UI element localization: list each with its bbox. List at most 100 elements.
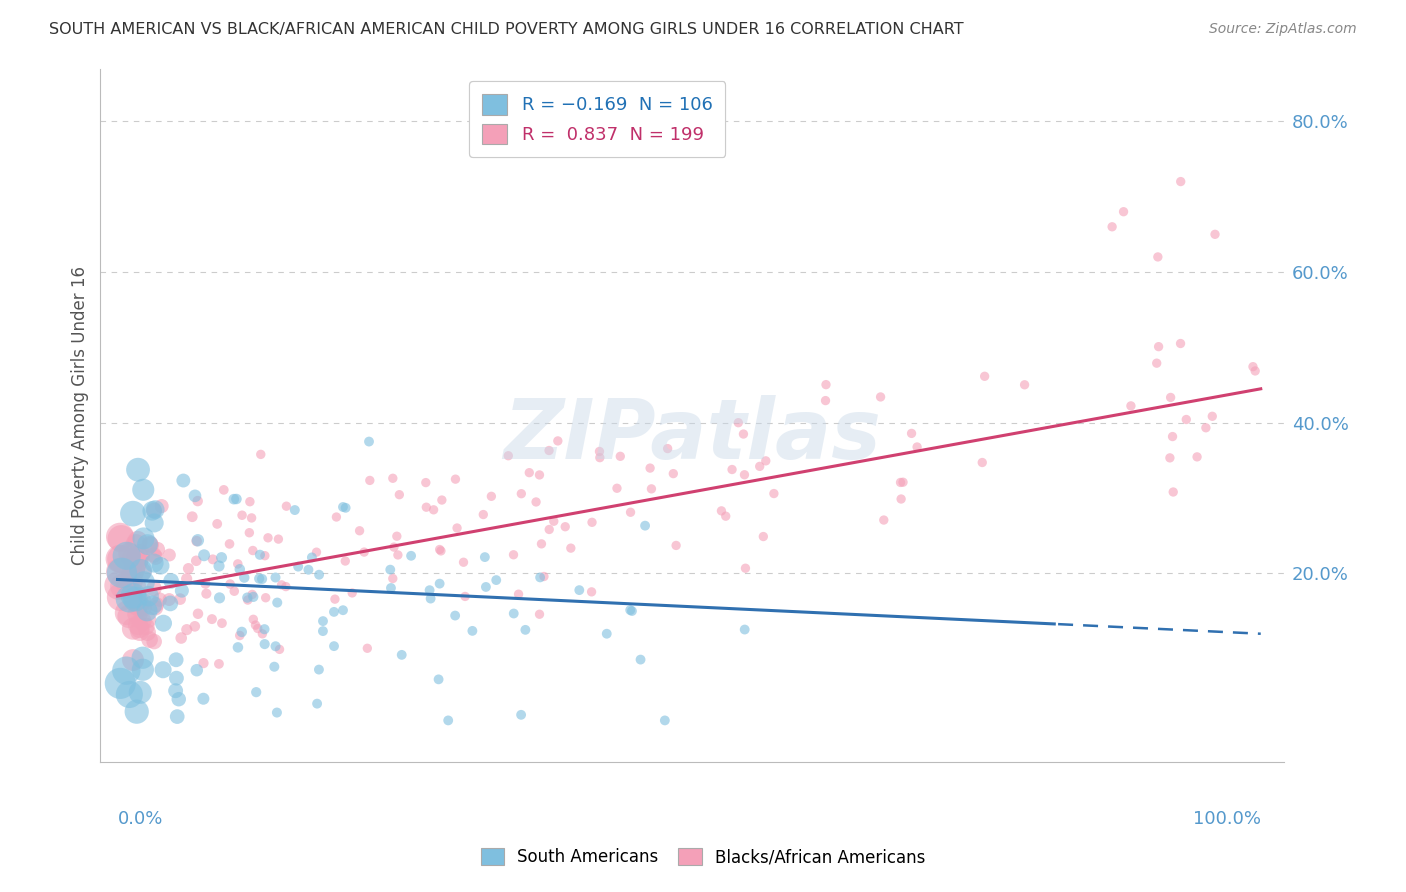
Point [127,599,149,613]
Point [308,567,330,582]
Text: SOUTH AMERICAN VS BLACK/AFRICAN AMERICAN CHILD POVERTY AMONG GIRLS UNDER 16 CORR: SOUTH AMERICAN VS BLACK/AFRICAN AMERICAN… [49,22,965,37]
Point [122,507,145,521]
Point [107,578,129,592]
Y-axis label: Child Poverty Among Girls Under 16: Child Poverty Among Girls Under 16 [72,266,89,565]
Point [266,596,288,610]
Point [176,623,198,637]
Point [139,537,162,551]
Point [149,558,172,573]
Point [1170,336,1192,351]
Point [166,709,188,723]
Point [125,705,148,719]
Point [212,483,235,497]
Point [308,663,330,677]
Point [1159,450,1181,465]
Point [124,579,146,593]
Point [226,640,249,655]
Point [129,547,152,561]
Point [721,462,744,476]
Point [869,390,891,404]
Point [135,619,157,633]
Point [170,631,193,645]
Point [124,563,146,577]
Point [236,591,259,605]
Point [257,531,280,545]
Point [479,489,502,503]
Point [538,443,561,458]
Point [1241,359,1264,374]
Point [240,511,263,525]
Point [381,572,404,586]
Point [264,570,287,584]
Point [429,542,451,557]
Point [136,604,159,618]
Point [176,572,198,586]
Point [356,641,378,656]
Point [138,589,160,603]
Point [530,537,553,551]
Point [515,623,537,637]
Point [638,461,661,475]
Point [380,581,402,595]
Point [287,559,309,574]
Point [219,577,242,591]
Point [510,486,533,500]
Point [138,632,160,647]
Point [226,557,249,571]
Point [186,554,208,568]
Point [284,503,307,517]
Point [264,640,287,654]
Point [1170,175,1192,189]
Point [307,697,329,711]
Point [1112,204,1135,219]
Point [619,603,641,617]
Point [357,434,380,449]
Point [543,514,565,528]
Point [654,714,676,728]
Point [127,463,149,477]
Point [186,663,208,677]
Point [444,608,467,623]
Point [589,450,612,465]
Point [143,556,166,570]
Point [136,613,159,627]
Point [814,377,837,392]
Point [141,599,163,613]
Point [121,552,143,566]
Text: 0.0%: 0.0% [118,811,163,829]
Point [132,663,155,677]
Point [733,467,755,482]
Point [755,454,778,468]
Point [132,575,155,590]
Point [437,714,460,728]
Point [222,492,245,507]
Point [340,586,363,600]
Point [609,450,631,464]
Point [167,692,190,706]
Point [1201,409,1223,424]
Point [231,508,253,523]
Point [242,612,264,626]
Point [169,592,191,607]
Point [419,591,441,606]
Point [157,548,180,562]
Point [297,563,319,577]
Point [429,576,451,591]
Point [184,619,207,633]
Point [125,551,148,566]
Point [640,482,662,496]
Point [475,580,498,594]
Point [143,503,166,517]
Point [415,500,437,515]
Point [353,545,375,559]
Point [128,624,150,639]
Point [461,624,484,638]
Point [184,489,207,503]
Point [127,534,149,549]
Point [323,592,346,607]
Point [529,607,551,622]
Point [305,545,328,559]
Point [349,524,371,538]
Point [267,532,290,546]
Point [177,561,200,575]
